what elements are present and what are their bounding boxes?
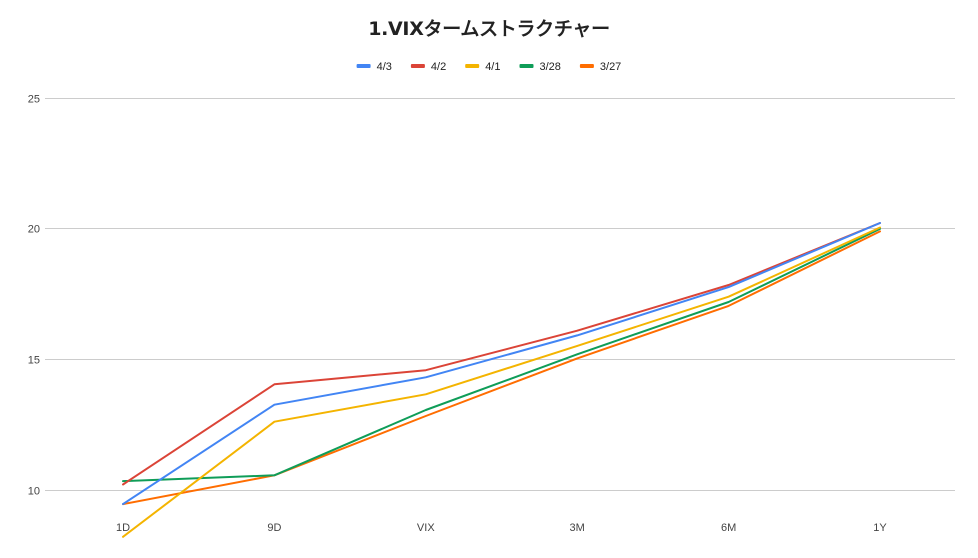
legend-item: 4/3 [356, 61, 392, 73]
legend-item: 4/1 [465, 61, 500, 73]
legend-label: 4/1 [485, 61, 500, 73]
legend-label: 3/28 [540, 61, 561, 73]
legend-item: 3/28 [519, 61, 561, 73]
series-line-4-1 [122, 226, 881, 538]
x-tick-label: 3M [570, 522, 585, 534]
series-line-3-27 [122, 230, 881, 506]
y-tick-label: 20 [28, 224, 40, 236]
legend-swatch [356, 64, 371, 68]
y-tick-label: 25 [28, 94, 40, 106]
legend-item: 4/2 [410, 61, 446, 73]
legend-swatch [519, 64, 534, 68]
x-tick-label: 9D [267, 522, 281, 534]
series-line-4-3 [122, 222, 881, 506]
legend-label: 4/3 [377, 61, 392, 73]
legend-label: 4/2 [431, 61, 446, 73]
legend: 4/3 4/2 4/1 3/28 3/27 [356, 61, 621, 73]
x-tick-label: 1D [116, 522, 130, 534]
y-tick-label: 15 [28, 355, 40, 367]
x-tick-label: 6M [721, 522, 736, 534]
y-axis: 10 15 20 25 [28, 94, 40, 498]
y-tick-label: 10 [28, 486, 40, 498]
legend-label: 3/27 [600, 61, 621, 73]
legend-swatch [579, 64, 594, 68]
legend-swatch [465, 64, 480, 68]
series-line-3-28 [122, 227, 881, 483]
series-lines [122, 222, 881, 538]
x-tick-label: VIX [417, 522, 435, 534]
x-tick-label: 1Y [873, 522, 887, 534]
gridlines [45, 98, 955, 491]
legend-item: 3/27 [579, 61, 621, 73]
chart-title: 1.VIXタームストラクチャー [368, 18, 610, 40]
x-axis: 1D 9D VIX 3M 6M 1Y [116, 522, 887, 534]
series-line-4-2 [122, 222, 881, 486]
legend-swatch [410, 64, 425, 68]
